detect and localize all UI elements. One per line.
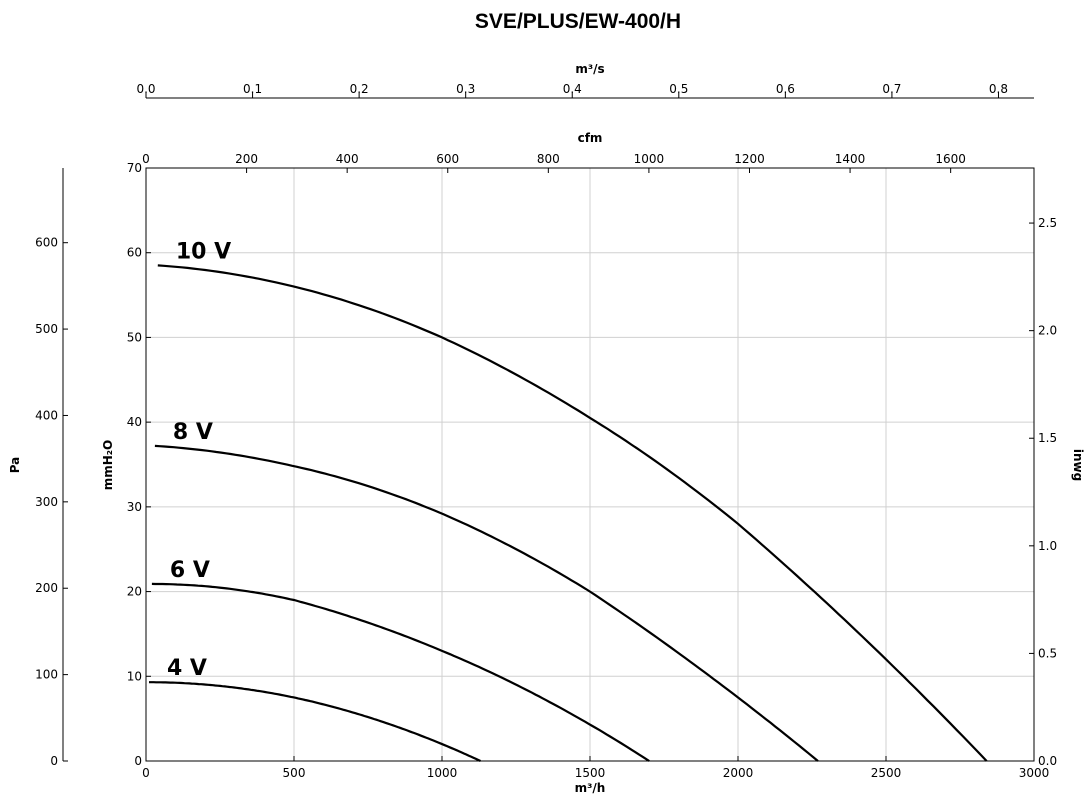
curve-label-6-v: 6 V [170,558,210,583]
pa-tick-label-200: 200 [35,581,58,595]
pa-tick-label-300: 300 [35,495,58,509]
curve-4-v [149,681,481,762]
curve-label-10-v: 10 V [176,239,231,264]
cfm-axis-label: cfm [578,131,603,145]
y-tick-label-10: 10 [127,669,142,683]
cfm-tick-label-200: 200 [235,152,258,166]
cfm-tick-label-600: 600 [436,152,459,166]
y-tick-label-60: 60 [127,246,142,260]
x-tick-label-2500: 2500 [871,766,902,780]
inwg-tick-label-1-5: 1.5 [1038,431,1057,445]
inwg-tick-label-2-5: 2.5 [1038,216,1057,230]
cfm-tick-label-0: 0 [142,152,150,166]
pa-tick-label-500: 500 [35,322,58,336]
m3s-axis-label: m³/s [575,62,604,76]
cfm-tick-label-1000: 1000 [634,152,665,166]
curve-8-v [154,444,819,762]
y-tick-label-50: 50 [127,330,142,344]
cfm-tick-label-800: 800 [537,152,560,166]
x-axis-label: m³/h [575,781,606,795]
inwg-tick-label-2-0: 2.0 [1038,324,1057,338]
curve-6-v [151,582,650,762]
m3s-tick-label-0-6: 0.6 [776,82,795,96]
pa-tick-label-0: 0 [50,754,58,768]
x-tick-label-0: 0 [142,766,150,780]
cfm-tick-label-1400: 1400 [835,152,866,166]
chart-title: SVE/PLUS/EW-400/H [475,10,681,33]
axis-ticks: 0 500 1000 1500 2000 2500 30000102030405060700… [35,82,1057,780]
m3s-tick-label-0-7: 0.7 [882,82,901,96]
inwg-tick-label-0-0: 0.0 [1038,754,1057,768]
y-tick-label-30: 30 [127,500,142,514]
m3s-tick-label-0-8: 0.8 [989,82,1008,96]
inwg-tick-label-1-0: 1.0 [1038,539,1057,553]
m3s-tick-label-0-5: 0.5 [669,82,688,96]
y-tick-label-40: 40 [127,415,142,429]
cfm-tick-label-400: 400 [336,152,359,166]
grid-lines [145,167,1035,762]
pa-tick-label-400: 400 [35,408,58,422]
curve-label-8-v: 8 V [173,420,213,445]
y-tick-label-0: 0 [134,754,142,768]
curve-label-4-v: 4 V [167,656,207,681]
pa-tick-label-100: 100 [35,668,58,682]
y-tick-label-70: 70 [127,161,142,175]
curve-10-v [157,264,988,762]
cfm-tick-label-1600: 1600 [935,152,966,166]
m3s-tick-label-0-2: 0.2 [350,82,369,96]
m3s-tick-label-0-4: 0.4 [563,82,582,96]
inwg-axis-label: inwg [1071,449,1085,481]
m3s-tick-label-0-3: 0.3 [456,82,475,96]
inwg-tick-label-0-5: 0.5 [1038,646,1057,660]
y-tick-label-20: 20 [127,585,142,599]
x-tick-label-2000: 2000 [723,766,754,780]
x-tick-label-1500: 1500 [575,766,606,780]
cfm-tick-label-1200: 1200 [734,152,765,166]
pa-axis-label: Pa [8,457,22,474]
m3s-tick-label-0-0: 0.0 [136,82,155,96]
x-tick-label-500: 500 [283,766,306,780]
y-axis-label: mmH₂O [101,440,115,491]
m3s-tick-label-0-1: 0.1 [243,82,262,96]
series-curves: 10 V 8 V 6 V 4 V [149,239,988,762]
x-tick-label-3000: 3000 [1019,766,1050,780]
pa-tick-label-600: 600 [35,236,58,250]
x-tick-label-1000: 1000 [427,766,458,780]
